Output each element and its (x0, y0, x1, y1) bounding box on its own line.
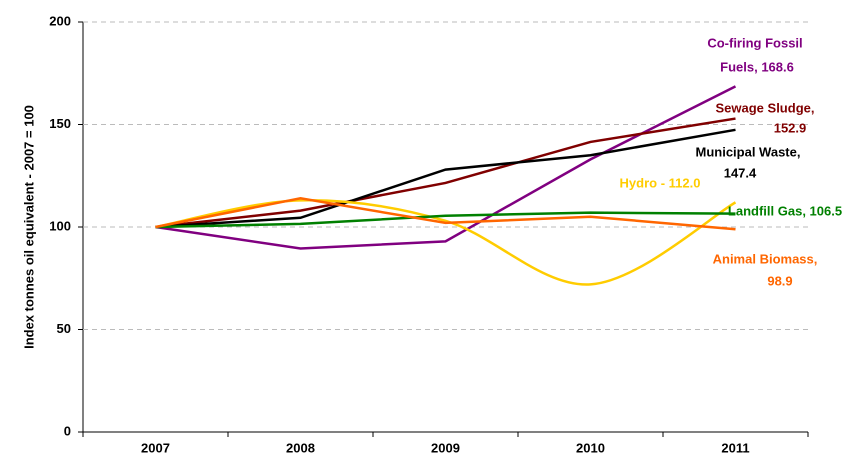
y-tick-label: 200 (49, 13, 71, 28)
y-tick-label: 150 (49, 116, 71, 131)
x-tick-label: 2010 (576, 440, 605, 455)
x-tick-label: 2007 (141, 440, 170, 455)
series-line (155, 128, 736, 229)
series-line (155, 199, 737, 286)
y-tick-label: 100 (49, 218, 71, 233)
series-annotation: Animal Biomass, (713, 251, 818, 266)
series-annotation: Municipal Waste, (696, 144, 801, 159)
y-tick-label: 0 (64, 423, 71, 438)
series-line (155, 211, 736, 229)
series-annotation: Sewage Sludge, (716, 100, 815, 115)
series-line (155, 197, 736, 231)
x-tick-label: 2008 (286, 440, 315, 455)
x-tick-label: 2009 (431, 440, 460, 455)
y-axis-title: Index tonnes oil equivalent - 2007 = 100 (21, 105, 36, 349)
x-tick-label: 2011 (721, 440, 749, 455)
series-annotation: Hydro - 112.0 (620, 175, 701, 190)
series-annotation: 98.9 (767, 273, 792, 288)
series-annotation: Landfill Gas, 106.5 (728, 203, 842, 218)
series-annotation: Fuels, 168.6 (720, 59, 794, 74)
series-annotation: 152.9 (774, 120, 807, 135)
series-annotation: Co-firing Fossil (707, 35, 802, 50)
series-annotation: 147.4 (724, 165, 757, 180)
series-line (155, 117, 736, 229)
y-tick-label: 50 (57, 321, 71, 336)
